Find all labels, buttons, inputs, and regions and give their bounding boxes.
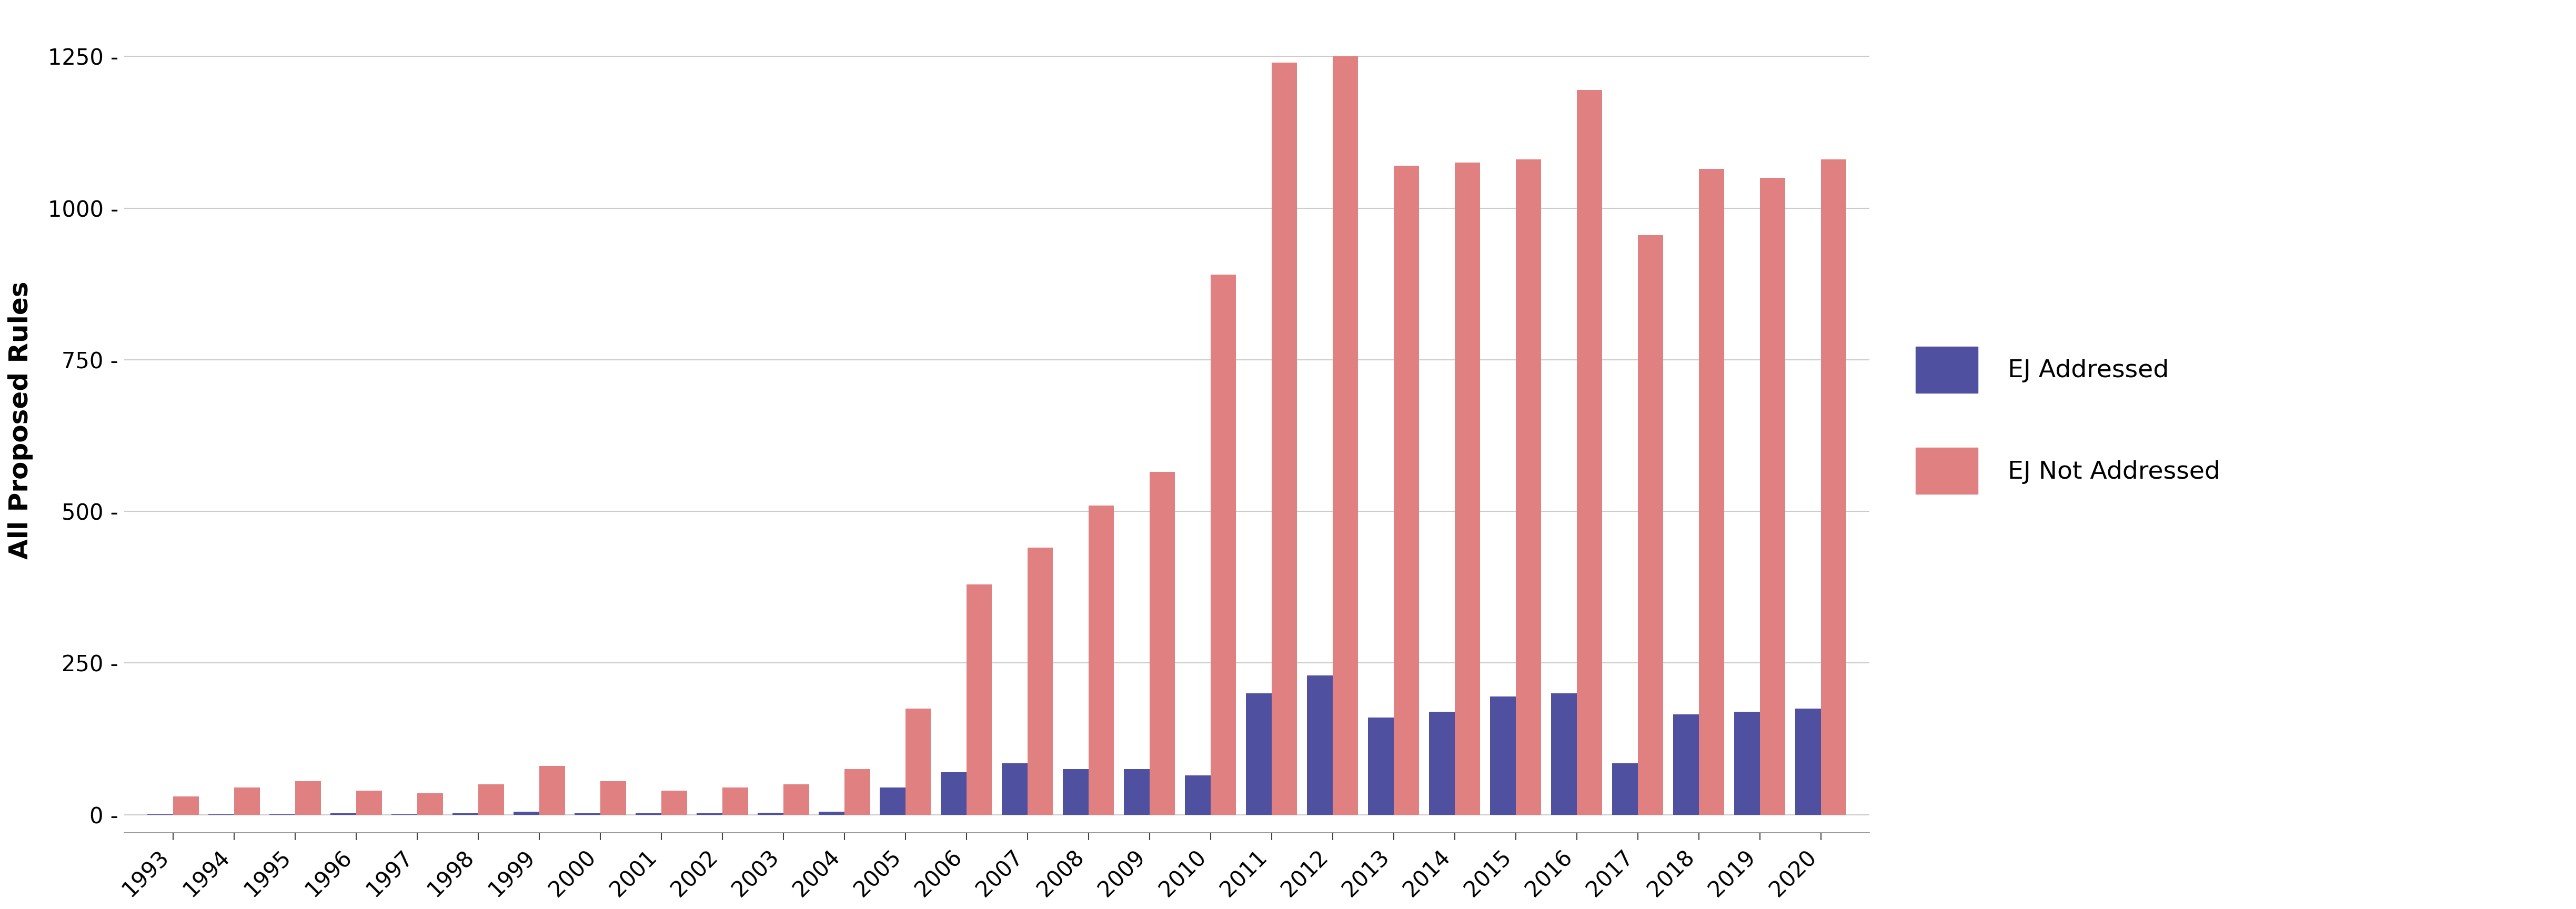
- Bar: [173, 796, 198, 814]
- Bar: [662, 791, 688, 814]
- Bar: [904, 708, 930, 814]
- Bar: [1273, 63, 1298, 814]
- Bar: [1759, 178, 1785, 814]
- Bar: [1638, 235, 1664, 814]
- Bar: [1795, 708, 1821, 814]
- Bar: [1734, 712, 1759, 814]
- Bar: [1515, 160, 1540, 814]
- Bar: [1247, 694, 1273, 814]
- Bar: [1551, 694, 1577, 814]
- Bar: [845, 769, 871, 814]
- Bar: [1577, 90, 1602, 814]
- Bar: [355, 791, 381, 814]
- Bar: [1123, 769, 1149, 814]
- Bar: [721, 787, 747, 814]
- Bar: [1613, 764, 1638, 814]
- Bar: [296, 782, 322, 814]
- Bar: [1149, 472, 1175, 814]
- Bar: [783, 784, 809, 814]
- Bar: [1430, 712, 1455, 814]
- Bar: [1489, 696, 1515, 814]
- Bar: [1002, 764, 1028, 814]
- Bar: [600, 782, 626, 814]
- Bar: [1821, 160, 1847, 814]
- Legend: EJ Addressed, EJ Not Addressed: EJ Addressed, EJ Not Addressed: [1891, 322, 2244, 519]
- Bar: [538, 766, 564, 814]
- Y-axis label: All Proposed Rules: All Proposed Rules: [8, 282, 33, 559]
- Bar: [1064, 769, 1090, 814]
- Bar: [1368, 717, 1394, 814]
- Bar: [513, 812, 538, 814]
- Bar: [1028, 548, 1054, 814]
- Bar: [234, 787, 260, 814]
- Bar: [757, 813, 783, 814]
- Bar: [1306, 675, 1332, 814]
- Bar: [1211, 275, 1236, 814]
- Bar: [1394, 165, 1419, 814]
- Bar: [940, 773, 966, 814]
- Bar: [881, 787, 904, 814]
- Bar: [1698, 169, 1723, 814]
- Bar: [1185, 775, 1211, 814]
- Bar: [479, 784, 505, 814]
- Bar: [1672, 714, 1698, 814]
- Bar: [1090, 505, 1113, 814]
- Bar: [819, 812, 845, 814]
- Bar: [417, 794, 443, 814]
- Bar: [966, 584, 992, 814]
- Bar: [1332, 56, 1358, 814]
- Bar: [1455, 163, 1481, 814]
